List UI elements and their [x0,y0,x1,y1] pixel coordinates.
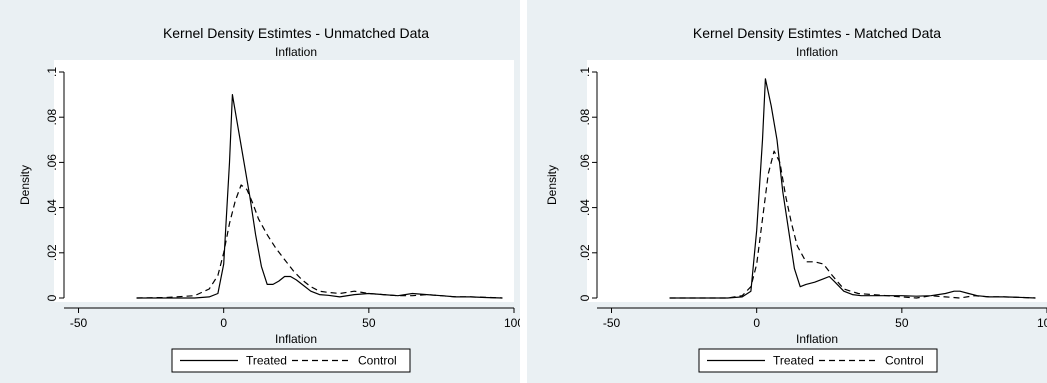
y-axis-title: Density [545,165,559,205]
y-tick-label: .06 [45,154,59,171]
series-line-control [136,184,503,299]
y-tick-label: .08 [578,109,592,126]
x-tick-label: 50 [362,316,376,330]
y-tick-label: .06 [578,154,592,171]
series-line-treated [669,78,1036,299]
y-tick-label: .02 [578,244,592,261]
chart-subtitle: Inflation [796,45,838,59]
x-tick-label: 0 [753,316,760,330]
y-axis-title: Density [18,165,32,205]
x-axis-title: Inflation [275,332,317,346]
x-tick-label: 50 [895,316,909,330]
chart-title: Kernel Density Estimtes - Matched Data [693,25,941,41]
chart-matched: Kernel Density Estimtes - Matched Data In… [545,25,1047,373]
legend-label-control: Control [885,354,924,368]
legend-label-treated: Treated [246,354,287,368]
x-tick-label: 100 [1037,316,1047,330]
legend-label-control: Control [358,354,397,368]
chart-title: Kernel Density Estimtes - Unmatched Data [163,25,429,41]
y-tick-label: 0 [578,294,592,301]
legend-box [698,348,938,373]
legend-box [171,348,411,373]
y-tick-label: .02 [45,244,59,261]
y-tick-label: .04 [578,199,592,216]
plot-area [54,60,514,302]
legend-label-treated: Treated [773,354,814,368]
chart-unmatched: Kernel Density Estimtes - Unmatched Data… [18,25,520,373]
y-tick-label: .1 [45,67,59,77]
x-tick-label: -50 [70,316,88,330]
chart-panel-unmatched: Kernel Density Estimtes - Unmatched Data… [0,0,520,383]
y-tick-label: .04 [45,199,59,216]
plot-area [587,60,1047,302]
x-tick-label: 0 [220,316,227,330]
x-axis-title: Inflation [796,332,838,346]
chart-panel-matched: Kernel Density Estimtes - Matched Data In… [527,0,1047,383]
x-tick-label: -50 [603,316,621,330]
chart-subtitle: Inflation [275,45,317,59]
y-tick-label: .1 [578,67,592,77]
y-tick-label: .08 [45,109,59,126]
x-tick-label: 100 [504,316,520,330]
series-line-treated [136,93,503,299]
y-tick-label: 0 [45,294,59,301]
